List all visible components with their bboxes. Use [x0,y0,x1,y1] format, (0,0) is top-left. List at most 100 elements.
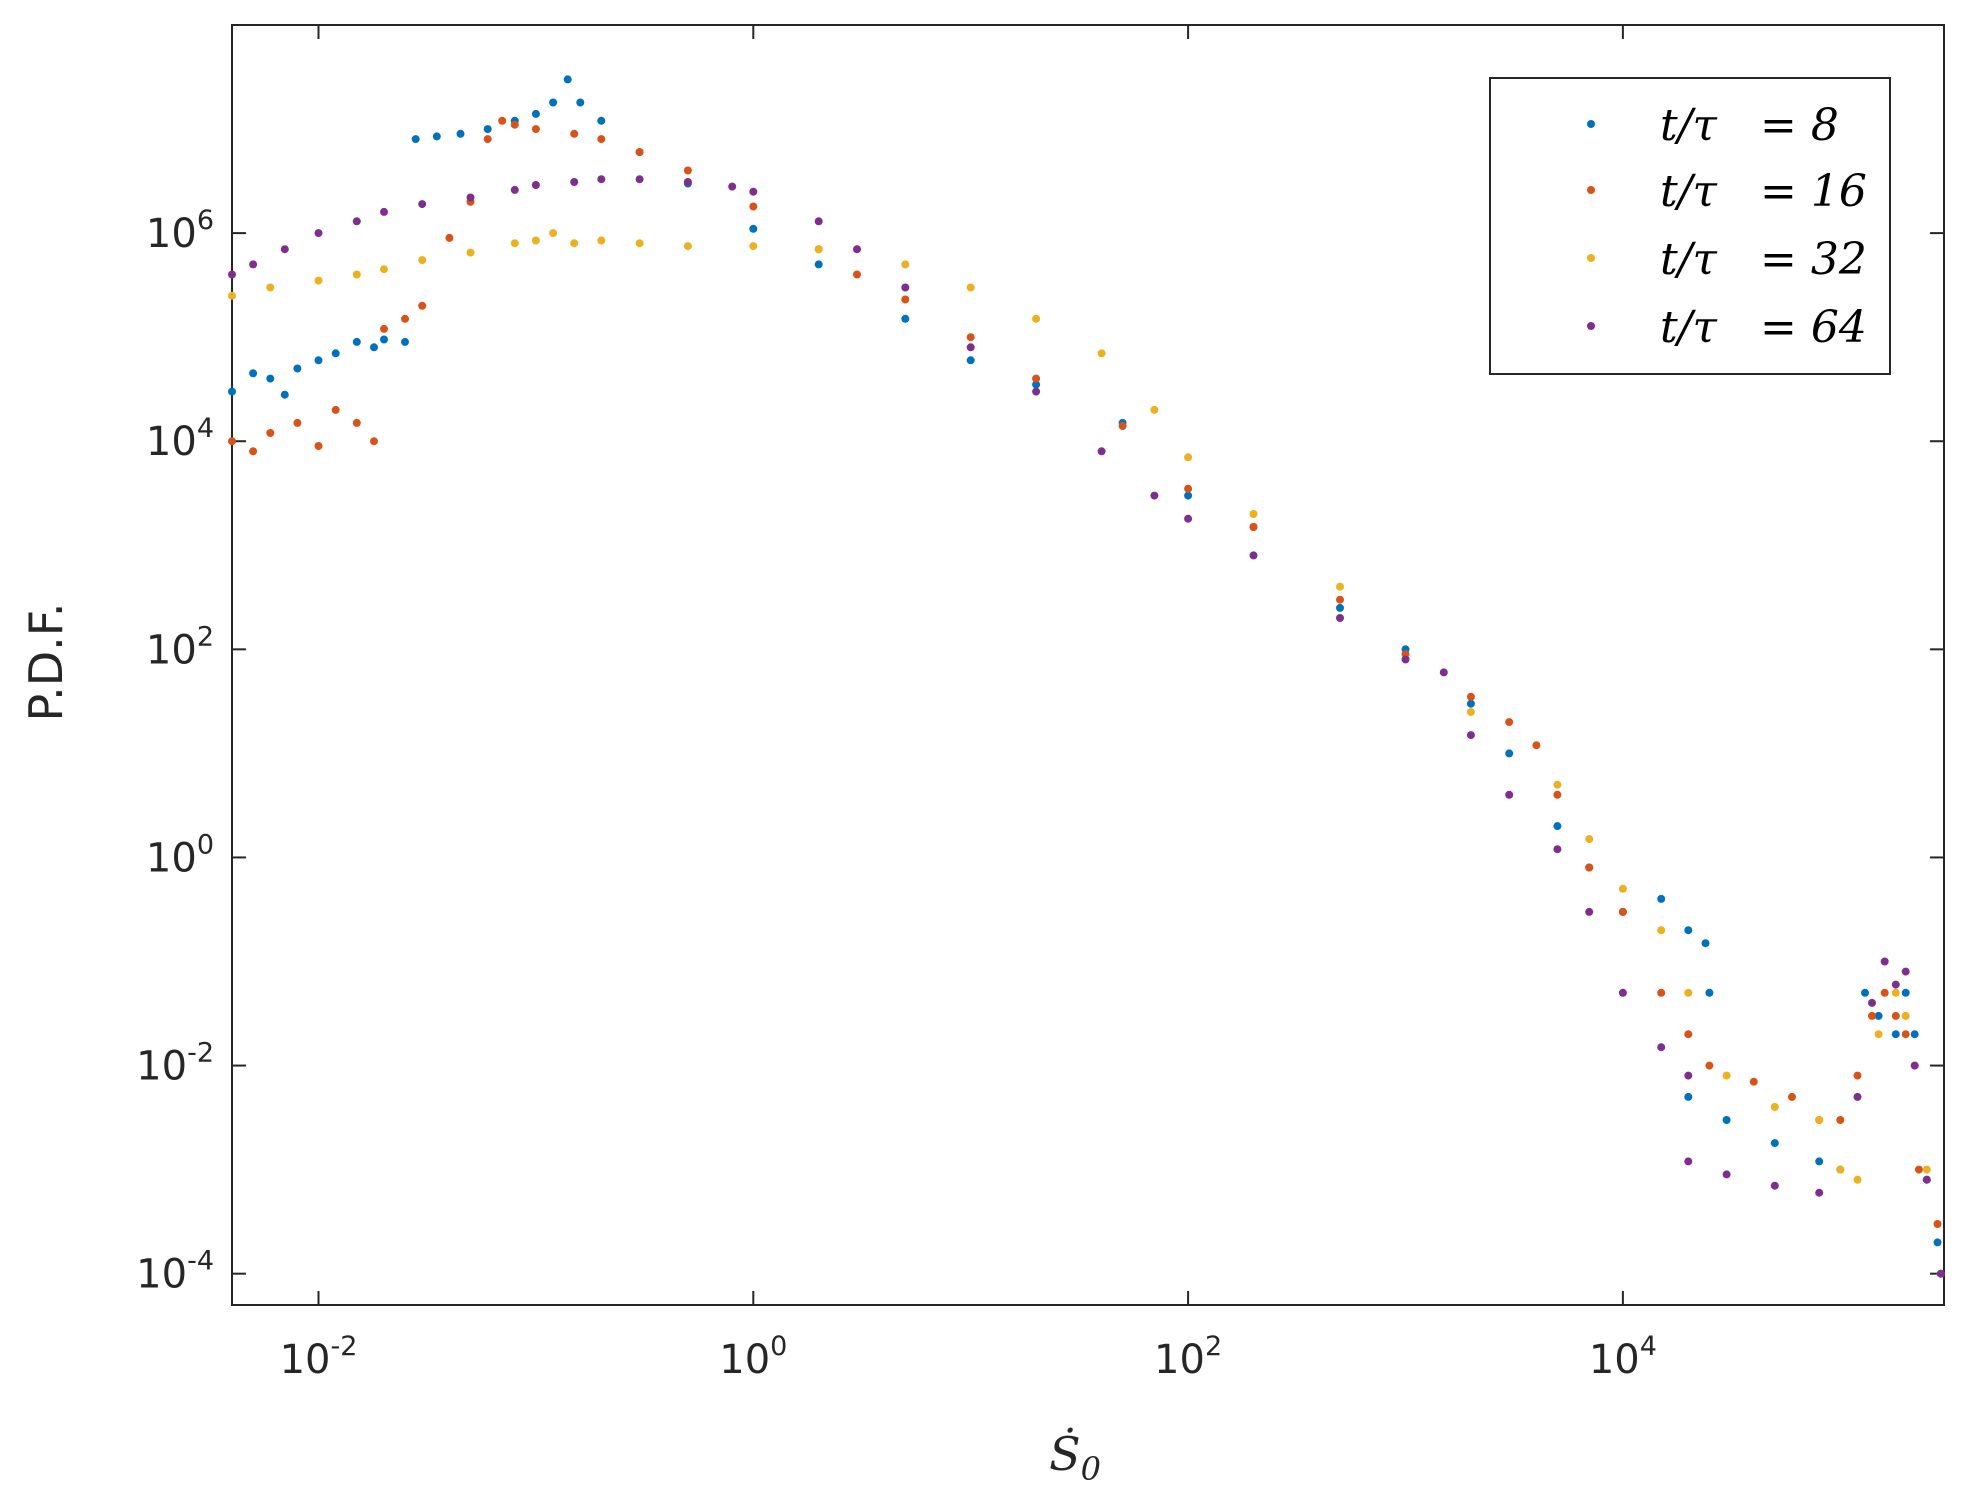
series-2-point-22 [1184,453,1193,462]
series-0-point-2 [266,374,275,383]
y-tick-label-base-2: 10 [146,835,197,881]
legend-label-t64-right: = 64 [1760,302,1867,353]
y-tick-label-0: 10-4 [136,1246,214,1298]
series-0-point-40 [1701,939,1710,948]
legend-marker-t16 [1587,186,1595,194]
y-tick-label-base-5: 10 [146,211,197,257]
legend: t/τ = 8 t/τ = 16 t/τ = 32 t/τ = 64 [1489,77,1891,375]
x-axis-title-subscript: 0 [1081,1450,1101,1488]
legend-box [1489,77,1891,375]
legend-item-t32: t/τ = 32 [1587,234,1867,285]
series-1-point-51 [1933,1220,1942,1228]
y-tick-label-exp-5: 6 [197,205,214,236]
series-1 [228,116,1942,1228]
series-0-point-8 [370,343,378,352]
series-3-point-1 [249,260,258,269]
series-2-point-28 [1585,835,1594,844]
y-tick-label-4: 104 [146,413,214,465]
series-2-point-0 [228,291,236,300]
series-2-point-23 [1249,510,1258,518]
series-1-point-23 [853,270,861,279]
series-1-point-5 [331,405,340,414]
series-3-point-14 [728,182,737,191]
series-0-point-48 [1874,1011,1883,1020]
series-2-point-27 [1553,780,1562,789]
series-2-point-19 [1032,314,1041,323]
series-0-point-10 [401,337,409,346]
series-0-point-24 [814,260,823,269]
series-1-point-21 [749,202,758,211]
series-3-point-22 [1150,491,1159,500]
series-1-point-44 [1836,1116,1845,1124]
series-3-point-42 [1891,980,1900,989]
series-3-point-18 [901,283,910,292]
series-layer [228,75,1945,1278]
series-2-point-15 [814,245,823,254]
series-3-point-23 [1184,514,1193,523]
series-0-point-17 [549,98,558,107]
series-0-point-27 [1032,380,1041,389]
series-2-point-1 [266,283,275,292]
series-1-point-41 [1749,1077,1758,1086]
y-tick-label-base-3: 10 [146,627,197,673]
series-3-point-2 [280,245,289,254]
series-1-point-40 [1705,1061,1714,1070]
series-2-point-24 [1336,582,1344,591]
series-1-point-47 [1880,988,1889,997]
legend-label-t32-right: = 32 [1760,234,1867,285]
series-2-point-35 [1836,1165,1845,1174]
series-0-point-47 [1861,988,1869,997]
series-2-point-17 [901,260,910,269]
series-2-point-18 [966,283,975,292]
series-2-point-41 [1922,1165,1931,1174]
series-2-point-3 [352,270,361,279]
x-tick-label-0: 10-2 [280,1331,358,1383]
series-1-point-46 [1868,1011,1876,1020]
legend-item-t16: t/τ = 16 [1587,166,1867,217]
series-3-point-25 [1336,614,1344,622]
legend-label-t16-right: = 16 [1760,166,1867,217]
series-1-point-13 [483,135,492,144]
legend-label-t16-left: t/τ [1660,166,1718,217]
legend-marker-t32 [1587,254,1595,262]
series-3-point-44 [1910,1061,1919,1070]
series-3-point-24 [1249,551,1258,560]
series-1-point-6 [352,418,361,427]
series-2-point-9 [549,229,558,238]
series-1-point-20 [683,166,692,175]
series-3 [228,175,1945,1278]
series-0-point-1 [249,369,258,378]
series-3-point-3 [314,229,323,238]
series-1-point-37 [1618,907,1627,916]
series-2-point-2 [314,276,323,285]
series-3-point-31 [1585,907,1594,916]
series-1-point-45 [1853,1071,1862,1080]
series-1-point-17 [570,129,579,138]
series-1-point-4 [314,442,323,450]
series-2-point-38 [1891,988,1900,997]
series-1-point-2 [266,429,275,437]
series-2-point-13 [683,242,692,251]
series-0-point-14 [483,125,492,134]
series-2-point-6 [466,248,475,257]
x-tick-label-base-3: 10 [1589,1337,1640,1383]
series-3-point-43 [1901,967,1910,976]
legend-item-t8: t/τ = 8 [1587,100,1839,151]
series-3-point-20 [1032,387,1041,396]
series-2-point-32 [1722,1071,1731,1080]
legend-marker-t8 [1587,120,1595,128]
series-1-point-32 [1466,692,1475,701]
series-3-point-7 [466,193,475,202]
series-1-point-30 [1336,595,1344,604]
series-2-point-33 [1770,1103,1779,1111]
series-3-point-37 [1770,1181,1779,1190]
series-3-point-26 [1401,655,1410,664]
y-tick-label-3: 102 [146,621,214,673]
x-tick-label-exp-3: 4 [1640,1331,1657,1362]
series-3-point-32 [1618,988,1627,997]
legend-label-t8-right: = 8 [1760,100,1839,151]
series-3-point-41 [1880,957,1889,966]
x-tick-label-exp-1: 0 [770,1331,787,1362]
series-3-point-45 [1922,1175,1931,1184]
